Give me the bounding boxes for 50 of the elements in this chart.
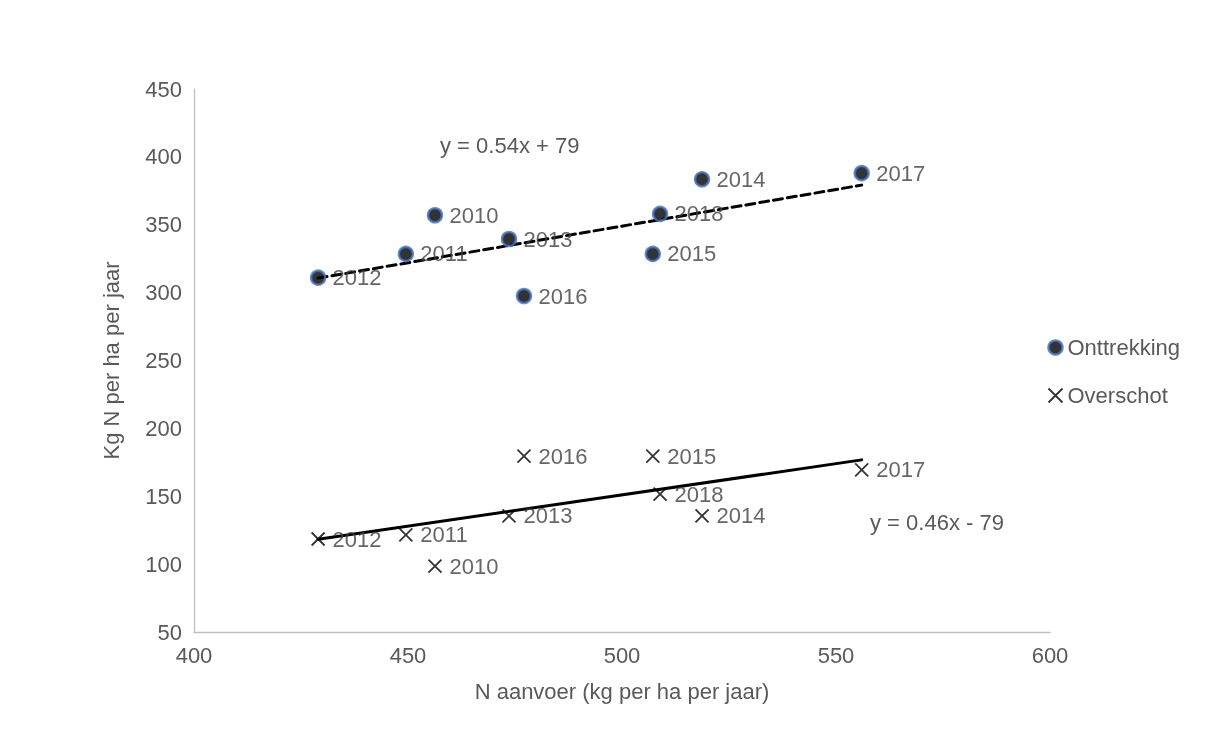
y-tick-label: 150 — [145, 483, 182, 509]
point — [500, 230, 518, 248]
point — [651, 205, 669, 223]
point — [427, 558, 443, 574]
annotation: 2016 — [538, 443, 588, 469]
annotation: 2017 — [876, 457, 926, 483]
point — [309, 269, 327, 286]
annotation: 2012 — [332, 265, 382, 291]
annotation: 2013 — [523, 503, 573, 529]
annotation: y = 0.54x + 79 — [440, 132, 580, 158]
point — [694, 508, 710, 524]
point — [398, 527, 414, 543]
point — [693, 171, 711, 188]
x-tick-label: 400 — [175, 642, 213, 668]
point — [645, 448, 661, 464]
point — [310, 531, 326, 547]
y-tick-label: 200 — [145, 415, 182, 441]
annotation: 2014 — [716, 166, 766, 192]
point — [516, 448, 532, 464]
x-tick-label: 450 — [389, 642, 427, 668]
y-tick-label: 100 — [145, 551, 182, 577]
legend-label: Overschot — [1067, 383, 1168, 408]
point — [426, 207, 444, 224]
point — [501, 508, 517, 524]
annotation: 2016 — [538, 283, 588, 309]
point — [397, 245, 415, 263]
y-tick-label: 50 — [157, 619, 182, 645]
point — [644, 245, 662, 263]
annotation: 2010 — [449, 553, 499, 579]
legend-label: Onttrekking — [1067, 335, 1181, 360]
x-tick-label: 550 — [817, 642, 855, 668]
annotation: 2017 — [876, 160, 926, 186]
annotation: y = 0.46x - 79 — [870, 509, 1004, 535]
annotation: 2015 — [667, 241, 717, 267]
y-tick-label: 400 — [145, 144, 182, 170]
y-tick-label: 450 — [145, 76, 182, 102]
point — [515, 287, 533, 305]
y-tick-label: 250 — [145, 348, 182, 373]
annotation: 2011 — [420, 522, 468, 548]
y-axis-title: Kg N per ha per jaar — [98, 261, 124, 460]
point — [652, 486, 668, 502]
x-axis-title: N aanvoer (kg per ha per jaar) — [474, 678, 770, 704]
annotation: 2010 — [449, 202, 499, 228]
y-tick-label: 350 — [145, 212, 182, 238]
point — [853, 164, 870, 182]
x-tick-label: 500 — [603, 642, 641, 668]
point — [854, 462, 870, 478]
annotation: 2015 — [667, 443, 717, 469]
y-tick-label: 300 — [145, 280, 182, 306]
x-tick-label: 600 — [1031, 642, 1069, 668]
